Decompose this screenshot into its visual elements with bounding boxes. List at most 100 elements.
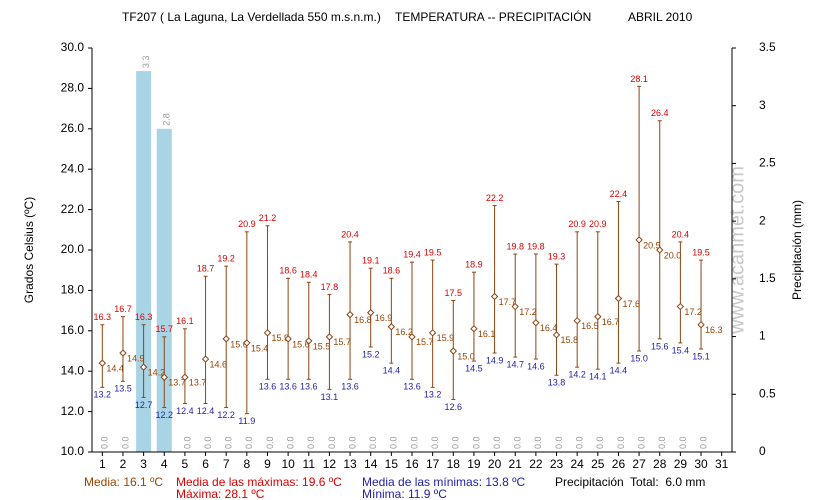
mean-marker — [181, 373, 189, 381]
mean-label: 16.1 — [478, 329, 496, 339]
y2-tick-label: 0.5 — [759, 386, 776, 400]
y2-tick-label: 0 — [759, 444, 766, 458]
y-tick-label: 22.0 — [61, 202, 85, 216]
max-label: 19.8 — [527, 241, 545, 251]
footer-max: Máxima: 28.1 ºC — [176, 487, 265, 500]
footer-precip: Precipitación — [555, 475, 624, 489]
max-label: 16.7 — [114, 304, 132, 314]
max-label: 19.4 — [403, 249, 421, 259]
mean-marker — [119, 349, 127, 357]
mean-label: 20.0 — [664, 250, 682, 260]
min-label: 12.7 — [135, 400, 153, 410]
x-tick-label: 19 — [467, 457, 481, 471]
precip-label: 0.0 — [409, 436, 419, 449]
max-label: 28.1 — [630, 74, 648, 84]
precip-label: 0.0 — [224, 436, 234, 449]
min-label: 14.5 — [465, 363, 483, 373]
y2-tick-label: 1.5 — [759, 271, 776, 285]
max-label: 20.4 — [341, 229, 359, 239]
footer: Media: 16.1 ºC Media de las máximas: 19.… — [84, 475, 705, 500]
mean-marker — [697, 321, 705, 329]
mean-marker — [449, 347, 457, 355]
x-tick-label: 10 — [281, 457, 295, 471]
precip-label: 0.0 — [430, 436, 440, 449]
max-label: 17.5 — [445, 288, 463, 298]
precip-label: 3.3 — [141, 56, 151, 69]
min-label: 13.6 — [259, 382, 277, 392]
footer-mean-max: Media de las máximas: 19.6 ºC — [176, 475, 342, 489]
precip-label: 0.0 — [492, 436, 502, 449]
precip-label: 0.0 — [678, 436, 688, 449]
mean-marker — [552, 331, 561, 339]
precip-label: 0.0 — [347, 436, 357, 449]
x-tick-label: 21 — [509, 457, 523, 471]
mean-marker — [573, 316, 581, 325]
min-label: 13.6 — [279, 382, 297, 392]
max-label: 19.8 — [506, 241, 524, 251]
mean-marker — [428, 329, 437, 337]
mean-label: 16.5 — [581, 321, 599, 331]
y-axis-label: Grados Celsius (ºC) — [22, 197, 36, 303]
x-tick-label: 25 — [591, 457, 605, 471]
max-label: 20.9 — [568, 219, 586, 229]
min-label: 11.9 — [238, 416, 255, 426]
precip-bar — [156, 128, 172, 453]
x-tick-label: 26 — [612, 457, 626, 471]
y-tick-label: 16.0 — [61, 323, 85, 337]
mean-marker — [243, 339, 251, 347]
x-tick-label: 12 — [323, 457, 337, 471]
precip-label: 0.0 — [616, 436, 626, 449]
mean-marker — [98, 359, 107, 367]
max-label: 21.2 — [259, 213, 277, 223]
mean-label: 15.6 — [230, 339, 248, 349]
mean-marker — [160, 373, 168, 381]
x-tick-label: 29 — [674, 457, 688, 471]
mean-marker — [367, 308, 375, 317]
max-label: 17.8 — [321, 282, 339, 292]
mean-marker — [490, 292, 499, 301]
mean-label: 16.3 — [705, 325, 723, 335]
precip-label: 2.8 — [162, 113, 172, 126]
footer-total: Total: 6.0 mm — [630, 475, 705, 489]
max-label: 16.3 — [94, 312, 112, 322]
y-tick-label: 20.0 — [61, 242, 85, 256]
min-label: 15.1 — [692, 351, 710, 361]
x-tick-label: 3 — [140, 457, 147, 471]
max-label: 22.4 — [610, 189, 628, 199]
x-tick-label: 15 — [385, 457, 399, 471]
min-label: 12.4 — [197, 406, 215, 416]
mean-marker — [222, 335, 230, 343]
x-tick-label: 9 — [264, 457, 271, 471]
x-tick-label: 2 — [120, 457, 127, 471]
precip-label: 0.0 — [389, 436, 399, 449]
precip-label: 0.0 — [265, 436, 275, 449]
x-tick-label: 13 — [343, 457, 357, 471]
precip-bar — [136, 71, 152, 452]
mean-marker — [201, 355, 210, 363]
mean-marker — [511, 302, 519, 311]
mean-label: 15.7 — [416, 337, 434, 347]
footer-mean: Media: 16.1 ºC — [84, 475, 163, 489]
max-label: 19.5 — [692, 247, 710, 257]
precip-label: 0.0 — [471, 436, 481, 449]
max-label: 20.4 — [672, 229, 690, 239]
max-label: 19.2 — [217, 254, 235, 264]
chart-period: ABRIL 2010 — [628, 10, 693, 24]
max-label: 22.2 — [486, 193, 504, 203]
mean-label: 16.9 — [375, 313, 393, 323]
mean-label: 14.9 — [127, 353, 145, 363]
min-label: 13.6 — [341, 382, 359, 392]
mean-marker — [470, 325, 478, 333]
y2-tick-label: 2 — [759, 213, 766, 227]
min-label: 14.9 — [486, 355, 504, 365]
mean-marker — [263, 329, 272, 337]
mean-marker — [284, 335, 292, 343]
min-label: 15.2 — [362, 349, 380, 359]
mean-marker — [325, 333, 334, 341]
mean-marker — [614, 294, 623, 303]
mean-label: 16.4 — [540, 323, 558, 333]
mean-label: 20.5 — [643, 240, 661, 250]
chart-subtitle: TEMPERATURA -- PRECIPITACIÓN — [395, 9, 591, 24]
min-label: 15.4 — [672, 345, 690, 355]
